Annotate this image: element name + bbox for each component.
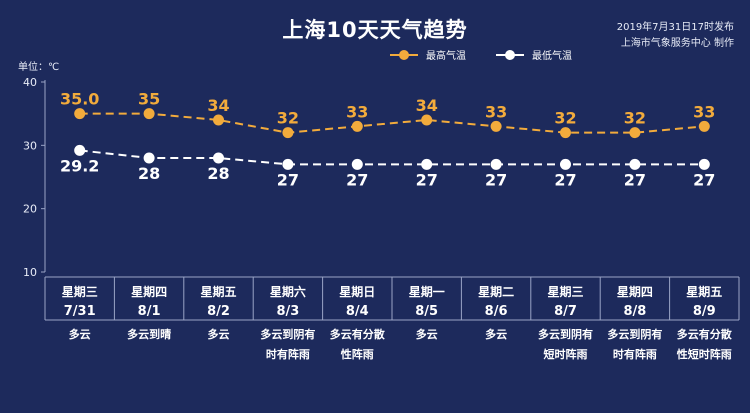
date-tick-label: 8/1: [138, 304, 161, 319]
weekday-label: 星期五: [686, 284, 722, 299]
series-high-data-label: 33: [485, 102, 507, 121]
chart-legend: 最高气温 最低气温: [390, 47, 572, 62]
series-high-data-label: 35: [138, 90, 160, 109]
date-tick-label: 8/3: [276, 304, 299, 319]
series-low-point: [213, 152, 224, 164]
weekday-label: 星期日: [339, 284, 375, 299]
series-high-line: [79, 112, 705, 134]
series-high-data-label: 32: [624, 109, 646, 128]
date-tick-label: 8/7: [554, 304, 577, 319]
date-tick-label: 8/5: [415, 304, 438, 319]
series-low-data-label: 28: [207, 164, 229, 183]
series-high-point: [490, 120, 502, 132]
series-high-point: [282, 127, 294, 139]
date-tick-label: 8/2: [207, 304, 230, 319]
weather-description: 时有阵雨: [266, 347, 310, 361]
publish-info: 2019年7月31日17时发布 上海市气象服务中心 制作: [617, 20, 734, 52]
series-high-data-label: 35.0: [60, 90, 99, 109]
legend-high: 最高气温: [390, 47, 466, 62]
series-high-data-label: 32: [277, 109, 299, 128]
series-high-point: [74, 108, 86, 120]
unit-label: 单位：℃: [18, 62, 60, 73]
series-low-data-label: 27: [693, 170, 715, 189]
date-tick-label: 7/31: [64, 304, 96, 319]
series-low-point: [629, 158, 641, 170]
series-high-point: [421, 114, 433, 126]
weather-description: 短时阵雨: [544, 347, 588, 361]
series-low-data-label: 29.2: [60, 156, 99, 175]
series-high-data-label: 33: [693, 102, 715, 121]
series-low-point: [74, 144, 86, 156]
series-low-data-label: 27: [416, 170, 438, 189]
series-low-point: [351, 158, 363, 170]
weekday-label: 星期六: [270, 284, 306, 299]
series-high-point: [213, 114, 224, 126]
series-high-point: [629, 127, 641, 139]
weather-description: 多云有分散: [677, 327, 733, 341]
legend-low-label: 最低气温: [532, 51, 572, 62]
legend-low: 最低气温: [496, 47, 572, 62]
weekday-label: 星期一: [409, 284, 445, 299]
weekday-label: 星期五: [200, 284, 236, 299]
series-low-point: [143, 152, 155, 164]
weekday-label: 星期三: [547, 284, 583, 299]
weather-description: 多云到晴: [127, 327, 171, 341]
weekday-label: 星期二: [478, 284, 514, 299]
date-tick-label: 8/8: [623, 304, 646, 319]
series-high-point: [698, 120, 710, 132]
series-high-data-label: 32: [554, 109, 576, 128]
weather-description: 多云到阴有: [607, 327, 662, 341]
series-low-data-label: 28: [138, 164, 160, 183]
weather-description: 多云到阴有: [538, 327, 593, 341]
publish-time: 2019年7月31日17时发布: [616, 22, 734, 33]
weather-description: 多云: [69, 327, 91, 341]
series-low-data-label: 27: [485, 170, 507, 189]
y-tick-label: 10: [23, 266, 37, 279]
weather-description: 性短时阵雨: [677, 347, 732, 361]
y-tick-label: 30: [23, 139, 37, 152]
series-low-point: [421, 158, 433, 170]
weather-description: 时有阵雨: [613, 347, 657, 361]
weekday-label: 星期四: [617, 284, 653, 299]
weather-description: 多云: [208, 327, 230, 341]
series-high-point: [351, 120, 363, 132]
series-low-data-label: 27: [624, 170, 646, 189]
y-tick-label: 20: [23, 203, 37, 216]
legend-high-label: 最高气温: [426, 51, 466, 62]
series-low-data-label: 27: [277, 170, 299, 189]
series-high-data-label: 34: [207, 96, 229, 115]
weather-description: 多云: [416, 327, 438, 341]
weather-description: 性阵雨: [341, 347, 374, 361]
date-tick-label: 8/4: [346, 304, 369, 319]
legend-high-marker-icon: [390, 49, 418, 61]
series-low-line: [79, 149, 705, 166]
weekday-label: 星期三: [62, 284, 98, 299]
source-label: 上海市气象服务中心 制作: [620, 38, 734, 49]
page-title: 上海10天天气趋势: [282, 18, 468, 42]
series-low-point: [560, 158, 571, 170]
weather-description: 多云有分散: [330, 327, 386, 341]
series-low-point: [698, 158, 710, 170]
weather-description: 多云: [485, 327, 507, 341]
series-high-point: [560, 127, 571, 139]
series-low-data-label: 27: [346, 170, 368, 189]
series-low-point: [490, 158, 502, 170]
series-low-point: [282, 158, 294, 170]
series-high-point: [143, 108, 155, 120]
y-tick-label: 40: [23, 76, 37, 89]
date-tick-label: 8/9: [693, 304, 716, 319]
weather-description: 多云到阴有: [260, 327, 315, 341]
weekday-label: 星期四: [131, 284, 167, 299]
date-tick-label: 8/6: [485, 304, 508, 319]
series-high-data-label: 34: [416, 96, 438, 115]
series-low-data-label: 27: [554, 170, 576, 189]
series-high-data-label: 33: [346, 102, 368, 121]
legend-low-marker-icon: [496, 49, 524, 61]
